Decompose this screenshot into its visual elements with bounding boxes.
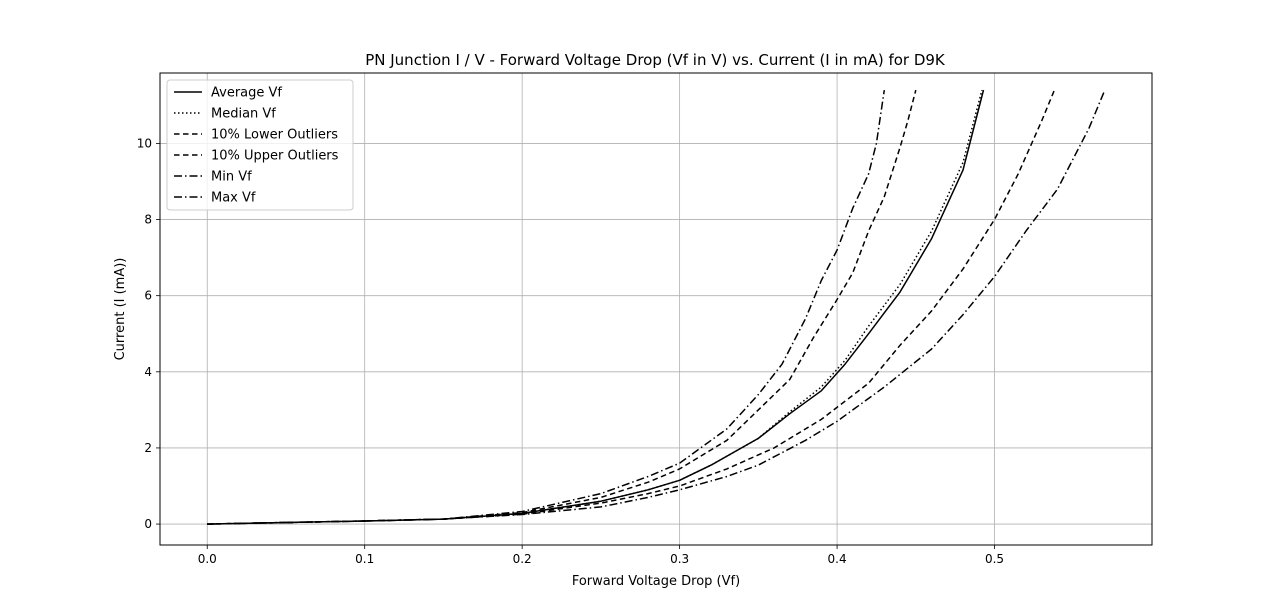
plot-frame [159, 72, 1153, 546]
y-tick-label: 4 [144, 365, 152, 379]
y-tick-label: 2 [144, 441, 152, 455]
legend-label-4: Min Vf [211, 170, 252, 185]
x-tick-label: 0.4 [828, 552, 847, 566]
y-tick-label: 8 [144, 213, 152, 227]
x-tick-label: 0.1 [355, 552, 374, 566]
y-tick-label: 10 [137, 136, 152, 150]
legend-label-0: Average Vf [211, 86, 282, 101]
y-tick-label: 0 [144, 517, 152, 531]
legend: Average Vf Median Vf 10% Lower Outliers 10%… [166, 79, 354, 211]
x-axis-label: Forward Voltage Drop (Vf) [572, 574, 740, 589]
legend-label-3: 10% Upper Outliers [211, 149, 339, 164]
y-tick-label: 6 [144, 289, 152, 303]
x-axis-ticks: 0.0 0.1 0.2 0.3 0.4 0.5 [198, 545, 1004, 566]
chart-title: PN Junction I / V - Forward Voltage Drop… [365, 51, 946, 69]
legend-label-1: Median Vf [211, 107, 276, 122]
plot-lines [207, 89, 1106, 525]
x-tick-label: 0.2 [513, 552, 532, 566]
legend-box [166, 79, 354, 211]
legend-label-5: Max Vf [211, 191, 256, 206]
series-line-5 [207, 89, 1106, 525]
x-tick-label: 0.5 [985, 552, 1004, 566]
y-axis-ticks: 0 2 4 6 8 10 [137, 136, 160, 531]
x-tick-label: 0.0 [198, 552, 217, 566]
x-tick-label: 0.3 [670, 552, 689, 566]
legend-label-2: 10% Lower Outliers [211, 128, 338, 143]
y-axis-label: Current (I (mA)) [113, 258, 128, 361]
